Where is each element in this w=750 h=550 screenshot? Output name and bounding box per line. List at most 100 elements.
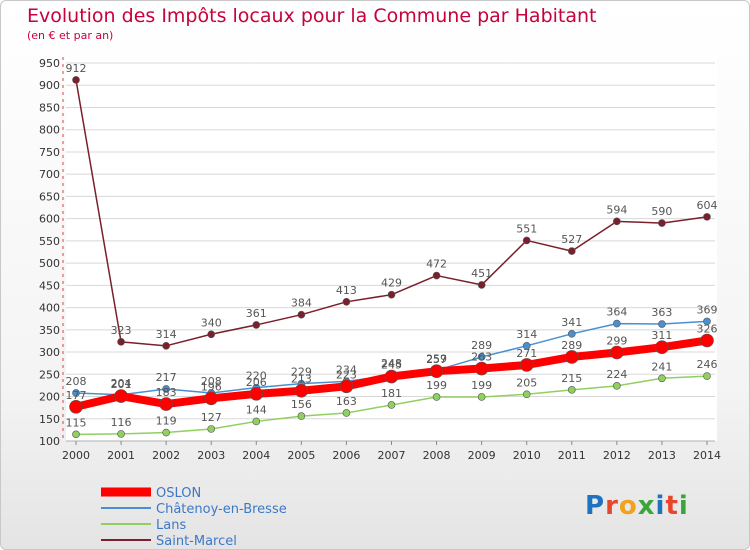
data-point — [658, 374, 666, 383]
series-saint-marcel — [72, 76, 711, 350]
data-point — [567, 247, 576, 255]
data-label: 208 — [201, 375, 222, 388]
data-label: 369 — [697, 303, 718, 316]
y-tick-labels: 100 150 200 250 300 350 400 450 500 550 600 650 700 7… — [39, 57, 60, 448]
legend-label: Châtenoy-en-Bresse — [156, 502, 287, 517]
data-label: 241 — [651, 360, 672, 373]
data-point — [477, 353, 486, 361]
y-tick-label: 600 — [39, 213, 60, 226]
data-point — [249, 387, 264, 401]
y-tick-label: 150 — [39, 413, 60, 426]
data-point — [432, 271, 441, 280]
data-label: 364 — [606, 306, 627, 319]
data-label: 361 — [246, 307, 267, 320]
data-label: 196 — [201, 380, 222, 393]
data-point — [519, 358, 534, 372]
data-point — [294, 383, 309, 398]
data-label: 311 — [651, 329, 672, 342]
data-label: 163 — [336, 395, 357, 408]
data-label: 116 — [111, 416, 132, 429]
logo-letter: P — [585, 491, 606, 521]
legend-label: Saint-Marcel — [156, 534, 237, 549]
data-label: 323 — [111, 324, 132, 337]
logo-letter: x — [637, 491, 656, 521]
x-tick-label: 2009 — [468, 449, 496, 462]
data-label: 472 — [426, 258, 447, 271]
data-label: 248 — [381, 357, 402, 370]
data-label: 271 — [516, 347, 537, 360]
data-point — [204, 391, 219, 406]
data-label: 181 — [381, 387, 402, 400]
y-tick-label: 300 — [39, 346, 60, 359]
data-point — [297, 310, 306, 319]
logo-letter: r — [605, 491, 619, 521]
data-point — [69, 399, 83, 414]
data-point — [387, 290, 396, 299]
data-label: 314 — [516, 328, 537, 341]
data-point — [522, 236, 531, 245]
data-label: 604 — [697, 199, 718, 212]
data-labels-ch-tenoy-en-bresse: 208 204 217 208 220 229 234 248 259 289 314 341 364 3… — [66, 303, 718, 389]
data-label: 289 — [561, 339, 582, 352]
y-tick-label: 800 — [39, 124, 60, 137]
data-label: 413 — [336, 284, 357, 297]
logo-letter: i — [678, 491, 689, 521]
data-label: 551 — [516, 222, 537, 235]
data-label: 213 — [291, 373, 312, 386]
x-tick-label: 2011 — [558, 449, 586, 462]
data-label: 206 — [246, 376, 267, 389]
data-point — [162, 385, 170, 393]
data-label: 199 — [426, 379, 447, 392]
data-point — [703, 317, 711, 326]
data-point — [474, 361, 489, 376]
x-tick-label: 2008 — [423, 449, 451, 462]
data-label: 234 — [336, 363, 357, 376]
series-lans — [72, 372, 711, 439]
data-point — [252, 321, 261, 329]
data-point — [432, 393, 441, 401]
data-point — [162, 342, 170, 350]
data-point — [429, 364, 444, 378]
data-point — [72, 389, 80, 397]
data-point — [567, 386, 576, 394]
data-label: 527 — [561, 233, 582, 246]
data-label: 201 — [111, 378, 132, 391]
data-label: 912 — [66, 62, 87, 75]
data-point — [72, 76, 80, 84]
y-tick-label: 550 — [39, 235, 60, 248]
data-point — [162, 428, 170, 437]
data-label: 115 — [66, 416, 87, 429]
series-oslon — [69, 333, 714, 414]
data-point — [207, 425, 216, 433]
x-tick-label: 2012 — [603, 449, 631, 462]
data-point — [207, 330, 216, 339]
data-label: 590 — [651, 205, 672, 218]
data-label: 263 — [471, 351, 492, 364]
data-point — [114, 389, 128, 403]
y-tick-label: 100 — [39, 435, 60, 448]
data-label: 429 — [381, 277, 402, 290]
data-label: 127 — [201, 411, 222, 424]
data-label: 156 — [291, 398, 312, 411]
data-point — [297, 412, 306, 420]
data-label: 119 — [156, 415, 177, 428]
logo-letter: t — [665, 491, 679, 521]
data-label: 299 — [606, 335, 627, 348]
proxiti-logo: Proxiti — [585, 491, 689, 521]
legend-label: Lans — [156, 518, 186, 533]
x-tick-label: 2003 — [197, 449, 225, 462]
x-tick-label: 2014 — [693, 449, 721, 462]
data-point — [564, 350, 579, 364]
data-label: 384 — [291, 297, 312, 310]
data-point — [522, 342, 531, 350]
data-point — [613, 319, 621, 328]
data-point — [339, 379, 354, 394]
y-tick-label: 500 — [39, 257, 60, 270]
data-label: 341 — [561, 316, 582, 329]
data-point — [72, 430, 80, 439]
data-label: 245 — [381, 359, 402, 372]
x-tick-labels: 2000 2001 2002 2003 2004 2005 2006 2007 2008 2009… — [62, 441, 721, 462]
data-point — [610, 345, 624, 360]
y-tick-label: 450 — [39, 279, 60, 292]
